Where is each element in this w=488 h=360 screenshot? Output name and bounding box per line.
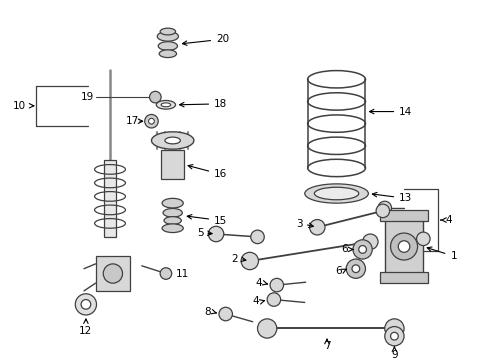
Ellipse shape <box>103 264 122 283</box>
Ellipse shape <box>164 137 180 144</box>
Bar <box>379 271 427 283</box>
Bar <box>95 256 130 291</box>
Circle shape <box>358 246 366 253</box>
Text: 9: 9 <box>390 350 397 360</box>
Circle shape <box>362 234 377 249</box>
Text: 4: 4 <box>252 297 259 306</box>
Ellipse shape <box>151 132 193 149</box>
Text: 20: 20 <box>182 34 229 45</box>
Circle shape <box>219 307 232 321</box>
Ellipse shape <box>161 103 170 107</box>
Circle shape <box>266 293 280 306</box>
Circle shape <box>397 241 409 252</box>
Ellipse shape <box>159 50 176 58</box>
Ellipse shape <box>314 187 358 200</box>
Circle shape <box>269 278 283 292</box>
Circle shape <box>208 226 224 242</box>
Text: 18: 18 <box>179 99 227 109</box>
Text: 6: 6 <box>341 244 347 255</box>
Circle shape <box>416 232 429 246</box>
Text: 11: 11 <box>175 269 188 279</box>
Circle shape <box>352 240 371 259</box>
Circle shape <box>250 230 264 244</box>
Circle shape <box>241 252 258 270</box>
Circle shape <box>351 265 359 273</box>
Ellipse shape <box>158 42 177 50</box>
Circle shape <box>375 204 389 217</box>
Text: 4: 4 <box>445 215 451 225</box>
Text: 8: 8 <box>204 307 211 317</box>
Text: 17: 17 <box>125 116 139 126</box>
Ellipse shape <box>157 32 178 41</box>
Circle shape <box>346 259 365 278</box>
Text: 16: 16 <box>188 165 227 179</box>
Text: 14: 14 <box>369 107 412 117</box>
Text: 4: 4 <box>255 278 262 288</box>
Circle shape <box>148 118 154 124</box>
Ellipse shape <box>163 217 181 224</box>
Text: 13: 13 <box>371 192 412 203</box>
Circle shape <box>144 114 158 128</box>
Circle shape <box>75 294 96 315</box>
Ellipse shape <box>156 100 175 109</box>
Ellipse shape <box>162 224 183 233</box>
Ellipse shape <box>160 28 175 35</box>
Bar <box>161 150 184 179</box>
Circle shape <box>309 220 325 235</box>
Text: 2: 2 <box>231 254 238 264</box>
Text: 7: 7 <box>323 341 329 351</box>
Circle shape <box>257 319 276 338</box>
Ellipse shape <box>163 208 182 217</box>
Text: 3: 3 <box>296 219 302 229</box>
Text: 15: 15 <box>187 215 227 225</box>
Circle shape <box>384 319 403 338</box>
Circle shape <box>149 91 161 103</box>
Circle shape <box>81 300 91 309</box>
Ellipse shape <box>304 184 367 203</box>
Bar <box>104 160 116 237</box>
Circle shape <box>390 233 417 260</box>
Text: 10: 10 <box>13 101 26 111</box>
Text: 6: 6 <box>334 266 341 276</box>
Ellipse shape <box>162 198 183 208</box>
Text: 1: 1 <box>427 247 456 261</box>
Bar <box>379 210 427 221</box>
Circle shape <box>377 201 391 215</box>
Text: 5: 5 <box>197 228 203 238</box>
Text: 12: 12 <box>79 325 92 336</box>
Circle shape <box>160 268 171 279</box>
Text: 19: 19 <box>80 92 93 102</box>
Bar <box>384 217 423 275</box>
Circle shape <box>390 332 397 340</box>
Circle shape <box>384 327 403 346</box>
